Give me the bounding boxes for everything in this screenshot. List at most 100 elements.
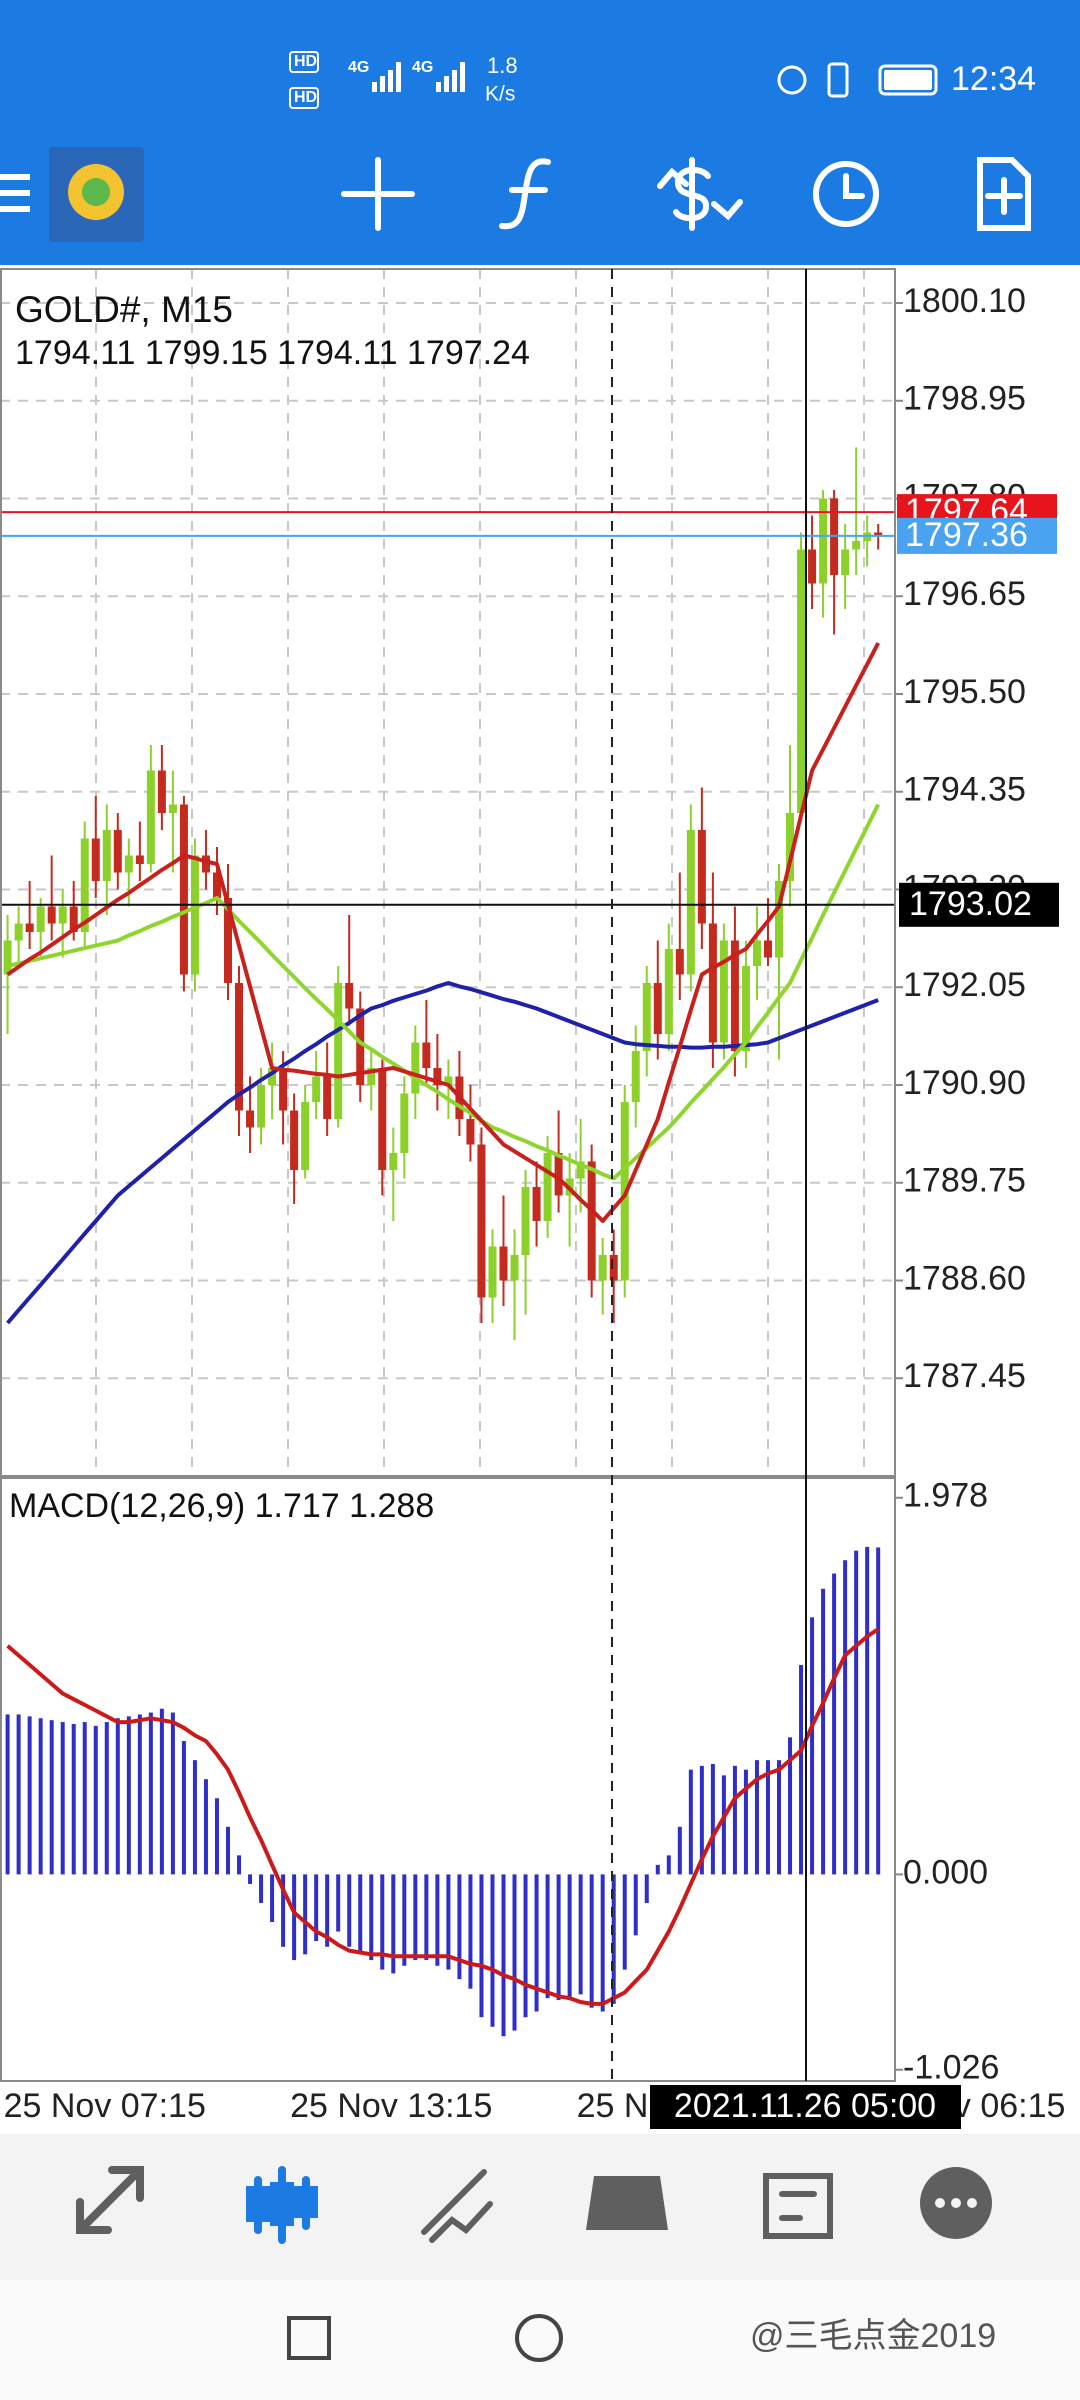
macd-bar xyxy=(325,1874,330,1947)
macd-bar xyxy=(732,1765,737,1875)
candle-body xyxy=(268,1068,277,1085)
candle-body xyxy=(201,855,210,873)
macd-bar xyxy=(512,1874,517,2031)
candle-body xyxy=(168,804,177,813)
candle-body xyxy=(664,949,673,1034)
app-header xyxy=(0,0,1080,265)
candle-body xyxy=(554,1153,563,1196)
candle-body xyxy=(499,1246,508,1281)
candle-body xyxy=(719,940,728,1043)
indicators-tool[interactable] xyxy=(499,158,551,230)
macd-bar xyxy=(633,1874,638,1936)
candle-body xyxy=(653,983,662,1034)
macd-plot xyxy=(5,1546,881,2037)
x-tick-label: 25 Nov 07:15 xyxy=(4,2087,206,2125)
candle-body xyxy=(543,1153,552,1221)
candle-body xyxy=(697,830,706,924)
candle-body xyxy=(477,1144,486,1298)
macd-bar xyxy=(743,1769,748,1875)
macd-bar xyxy=(688,1769,693,1875)
crosshair-tool[interactable] xyxy=(341,157,415,231)
macd-bar xyxy=(192,1760,197,1875)
candle-body xyxy=(841,549,850,575)
nav-chat-dot xyxy=(951,2198,961,2208)
macd-bar xyxy=(281,1874,286,1947)
macd-bar xyxy=(214,1798,219,1875)
macd-bar xyxy=(699,1765,704,1875)
candle-body xyxy=(576,1161,585,1179)
period-tool[interactable] xyxy=(813,161,879,227)
candle-body xyxy=(312,1076,321,1102)
macd-bar xyxy=(644,1874,649,1903)
crosshair-time: 2021.11.26 05:00 xyxy=(674,2087,936,2125)
sim-icon xyxy=(289,87,319,109)
macd-bar xyxy=(170,1712,175,1875)
macd-bar xyxy=(49,1720,54,1875)
nav-chart[interactable] xyxy=(246,2166,318,2244)
macd-bar xyxy=(126,1716,131,1875)
trade-tool[interactable] xyxy=(657,157,743,231)
y-tick-label: -1.026 xyxy=(903,2049,999,2087)
signal-bar xyxy=(444,76,449,92)
candle-body xyxy=(345,983,354,1009)
recents-button[interactable] xyxy=(287,2316,331,2360)
signal-bar xyxy=(452,70,457,92)
macd-bar xyxy=(358,1874,363,1955)
macd-bar xyxy=(611,1874,616,2004)
macd-bar xyxy=(226,1826,230,1875)
nav-trade[interactable] xyxy=(421,2169,493,2243)
macd-bar xyxy=(788,1737,793,1875)
candle-body xyxy=(444,1076,453,1085)
sim-label: HD xyxy=(294,89,317,106)
toolbar xyxy=(0,147,1031,242)
y-tick-label: 1792.05 xyxy=(903,966,1026,1004)
y-tick-label: 1789.75 xyxy=(903,1162,1026,1200)
signal-bar xyxy=(436,82,441,92)
macd-bar xyxy=(600,1874,605,2012)
macd-bar xyxy=(270,1874,275,1923)
candle-body xyxy=(389,1153,398,1170)
candle-body xyxy=(874,532,883,536)
macd-bar xyxy=(380,1874,385,1970)
chart-title: GOLD#, M15 xyxy=(15,289,233,330)
candle-body xyxy=(290,1110,299,1170)
nav-news[interactable] xyxy=(763,2173,833,2239)
period-hands xyxy=(843,173,865,199)
candle-body xyxy=(521,1187,530,1255)
candle-body xyxy=(532,1187,541,1221)
x-tick-label: 25 Nov 13:15 xyxy=(290,2087,492,2125)
template-tool[interactable] xyxy=(977,157,1031,231)
macd-bar xyxy=(843,1560,848,1875)
moving-average xyxy=(6,642,880,1223)
y-tick-label: 1800.10 xyxy=(903,282,1026,320)
candle-body xyxy=(279,1068,288,1111)
macd-bar xyxy=(721,1775,726,1875)
alarm-icon xyxy=(777,65,807,95)
macd-bar xyxy=(666,1855,671,1875)
nav-history[interactable] xyxy=(586,2176,668,2230)
status-bar: HD HD 4G 4G 1.8 K/s 12:34 xyxy=(289,51,1036,109)
home-button[interactable] xyxy=(515,2314,563,2362)
battery-level xyxy=(884,70,932,90)
y-tick-label: 1796.65 xyxy=(903,575,1026,613)
candle-body xyxy=(80,838,89,932)
macd-bar xyxy=(479,1874,484,2018)
macd-bar xyxy=(93,1725,98,1875)
macd-bar xyxy=(534,1874,539,2012)
candle-body xyxy=(235,983,244,1111)
candle-body xyxy=(797,549,806,813)
macd-bar xyxy=(391,1874,396,1974)
candle-body xyxy=(786,813,795,881)
signal-bar xyxy=(460,62,465,92)
candle-body xyxy=(510,1255,519,1281)
candle-body xyxy=(58,906,67,924)
candle-body xyxy=(14,923,23,941)
macd-bar xyxy=(38,1718,43,1875)
nav-quotes[interactable] xyxy=(76,2166,144,2234)
menu-button[interactable] xyxy=(0,174,30,212)
candle-body xyxy=(411,1042,420,1094)
clock: 12:34 xyxy=(951,60,1036,98)
candle-body xyxy=(91,838,100,881)
